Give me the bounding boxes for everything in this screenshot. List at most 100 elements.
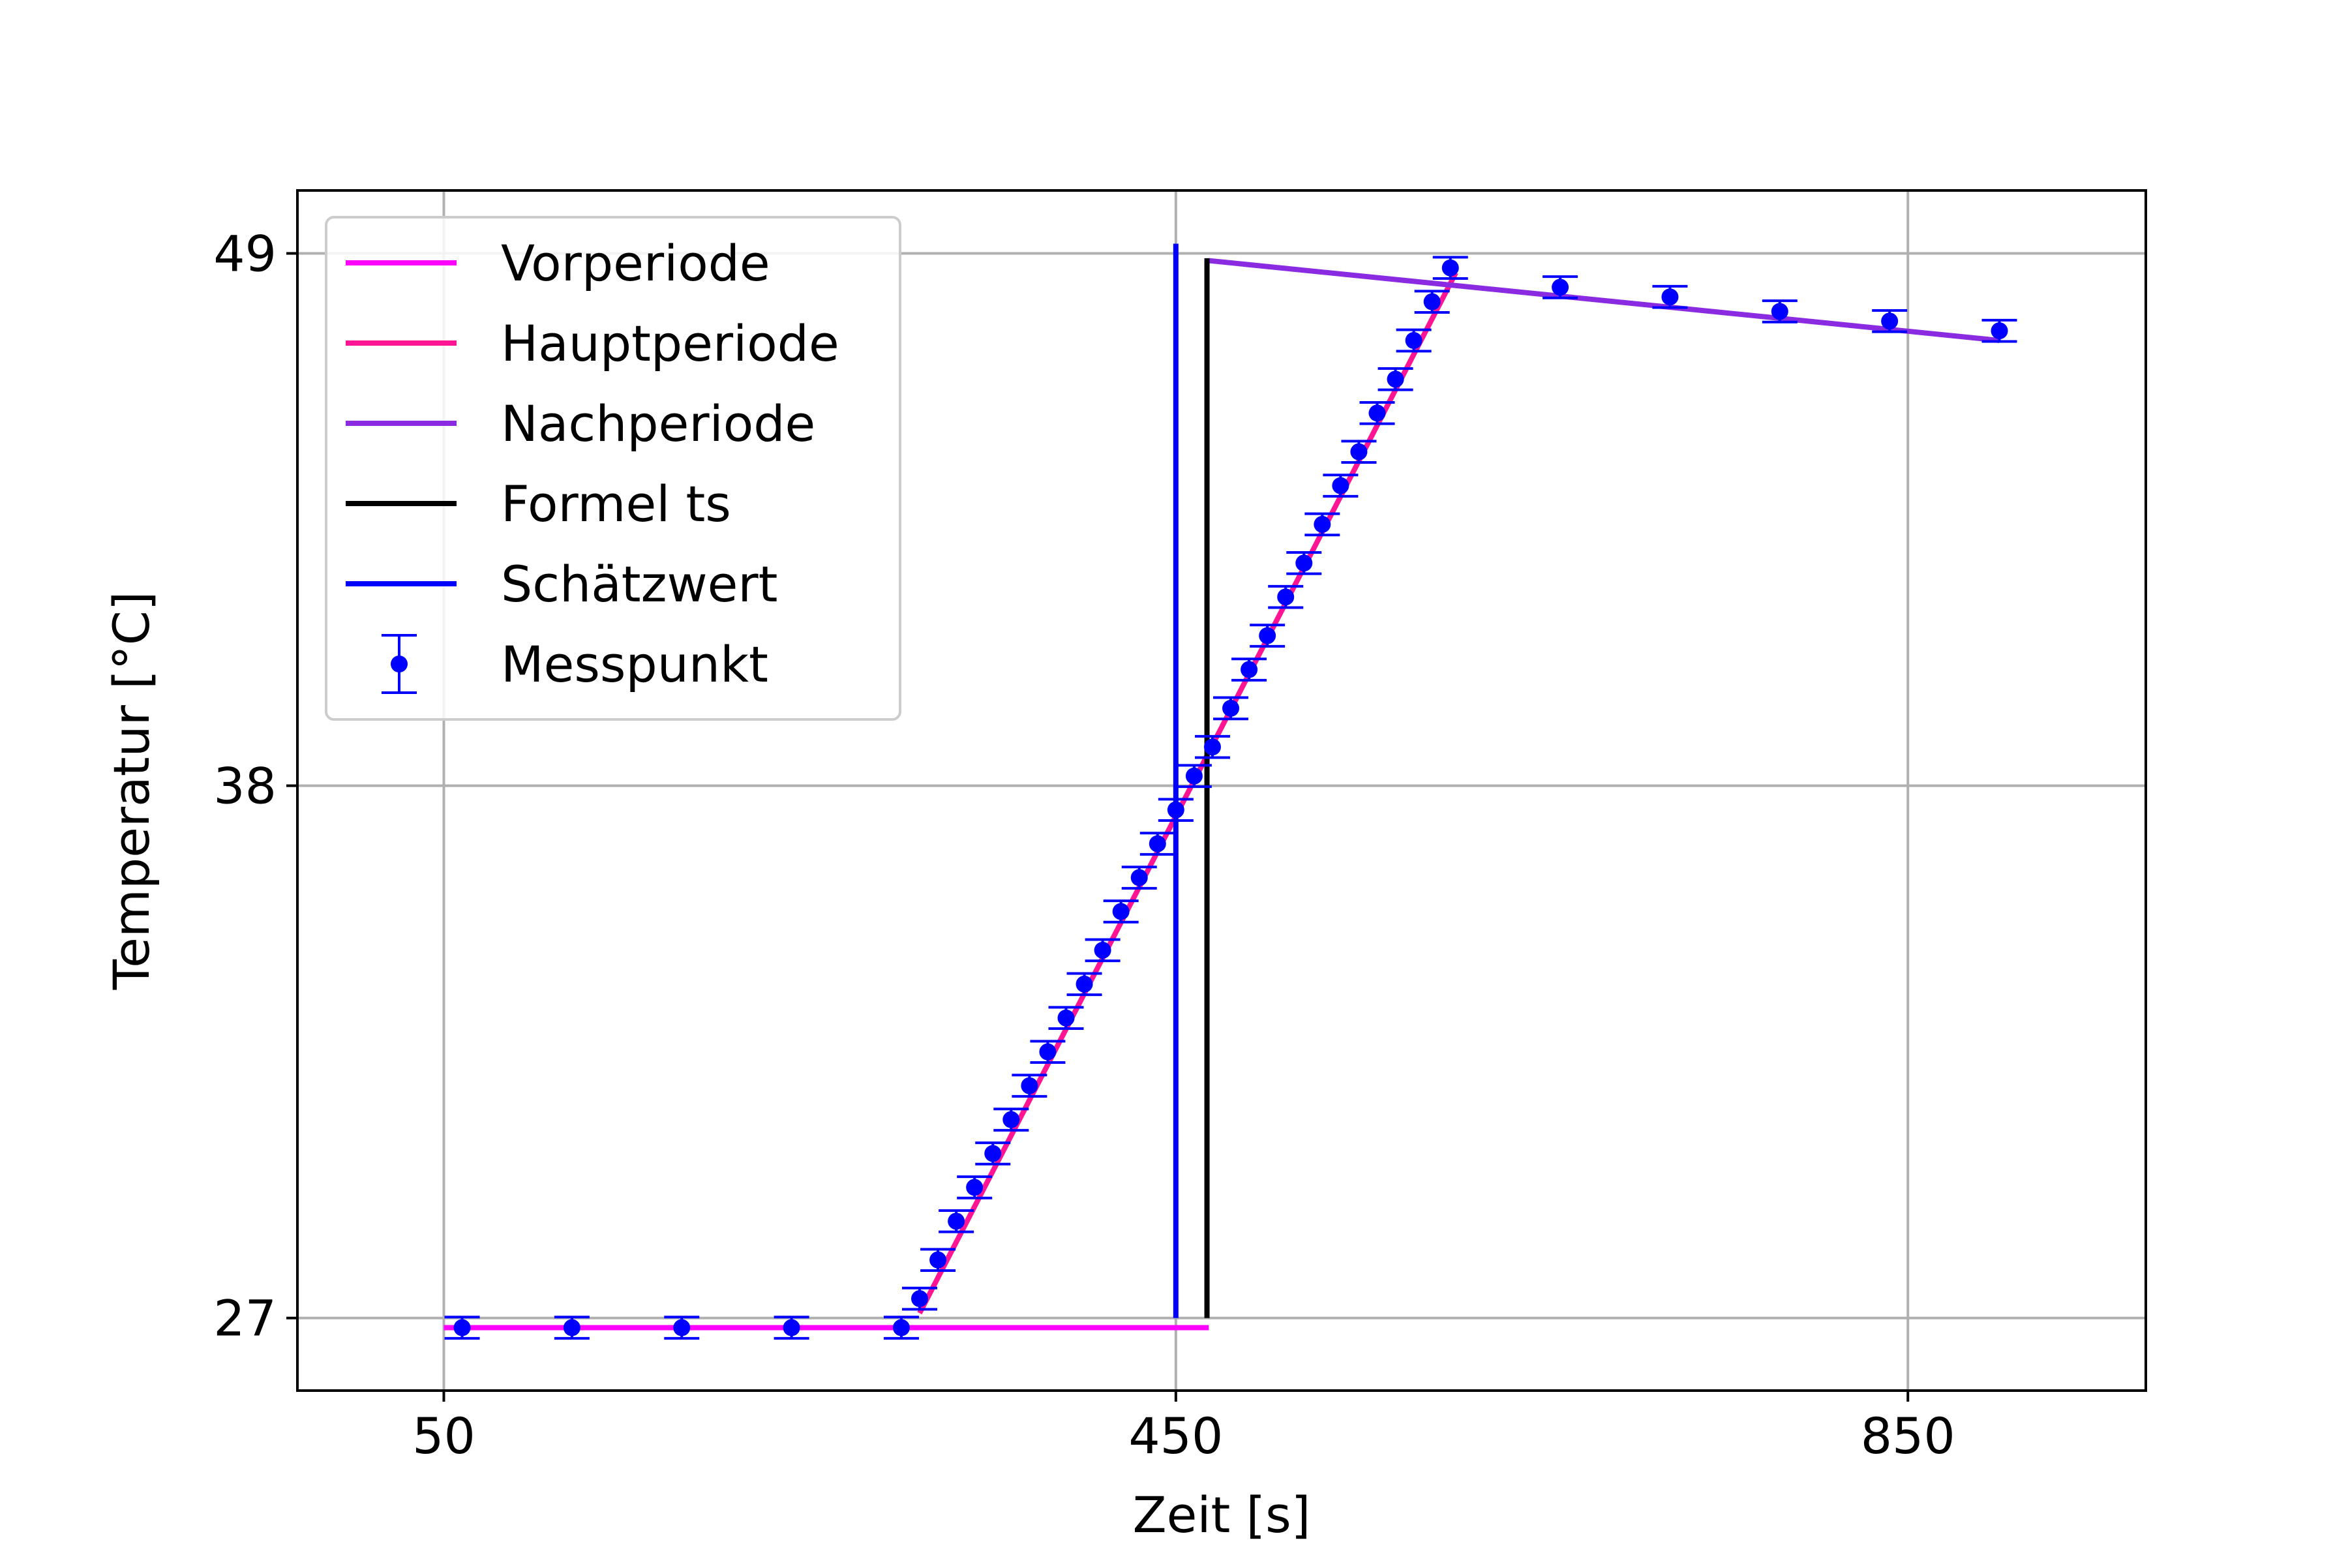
data-point bbox=[1872, 309, 1908, 333]
data-point bbox=[939, 1209, 974, 1233]
data-point bbox=[1377, 367, 1413, 391]
y-axis-label: Temperatur [°C] bbox=[102, 592, 160, 991]
x-axis-label: Zeit [s] bbox=[1133, 1486, 1311, 1544]
axes: 50 450 850 27 38 49 bbox=[213, 224, 1955, 1465]
data-point bbox=[774, 1316, 809, 1340]
data-marker bbox=[1167, 801, 1184, 819]
data-point bbox=[1543, 275, 1578, 299]
y-tick-label: 49 bbox=[213, 224, 277, 282]
x-tick-label: 850 bbox=[1861, 1407, 1955, 1465]
legend-item: Vorperiode bbox=[346, 234, 770, 292]
data-point bbox=[1652, 284, 1688, 309]
data-marker bbox=[1149, 835, 1166, 852]
data-point bbox=[1158, 798, 1194, 822]
data-marker bbox=[1423, 293, 1441, 310]
legend-item: Formel ts bbox=[346, 475, 731, 533]
data-marker bbox=[929, 1251, 947, 1269]
data-marker bbox=[1277, 588, 1295, 606]
data-point bbox=[1304, 512, 1340, 537]
data-point bbox=[554, 1316, 590, 1340]
data-marker bbox=[892, 1319, 910, 1336]
legend-label: Messpunkt bbox=[501, 635, 768, 693]
data-marker bbox=[1387, 370, 1404, 388]
y-tick-label: 27 bbox=[213, 1289, 277, 1348]
data-point bbox=[957, 1175, 993, 1199]
legend-item: Hauptperiode bbox=[346, 314, 839, 372]
data-point bbox=[1359, 400, 1395, 425]
legend-item: Nachperiode bbox=[346, 395, 815, 453]
data-marker bbox=[1021, 1077, 1038, 1094]
data-marker bbox=[911, 1290, 929, 1308]
x-tick-label: 50 bbox=[412, 1407, 475, 1465]
legend-label: Nachperiode bbox=[501, 395, 815, 453]
data-marker bbox=[1661, 288, 1679, 306]
data-marker bbox=[563, 1319, 580, 1336]
data-point bbox=[1286, 550, 1322, 575]
legend-label: Hauptperiode bbox=[501, 314, 839, 372]
y-tick-label: 38 bbox=[213, 757, 277, 815]
legend-label: Schätzwert bbox=[501, 555, 777, 613]
data-point bbox=[1981, 318, 2017, 343]
series-line-hauptperiode bbox=[917, 271, 1458, 1315]
data-point bbox=[1121, 866, 1157, 890]
data-marker bbox=[1241, 661, 1258, 678]
data-point bbox=[1030, 1040, 1066, 1064]
data-marker bbox=[1991, 322, 2008, 340]
data-point bbox=[1268, 584, 1304, 609]
data-marker bbox=[1441, 259, 1459, 277]
data-point bbox=[1085, 938, 1121, 963]
plot-frame bbox=[296, 189, 2147, 1392]
data-point bbox=[1066, 972, 1102, 997]
data-point bbox=[1139, 832, 1175, 856]
data-point bbox=[1250, 624, 1286, 648]
data-point bbox=[902, 1286, 938, 1311]
data-marker bbox=[966, 1179, 984, 1196]
data-point bbox=[1432, 256, 1468, 280]
data-marker bbox=[1881, 312, 1899, 330]
data-marker bbox=[1185, 767, 1203, 785]
data-marker bbox=[1332, 477, 1349, 494]
data-point bbox=[993, 1108, 1029, 1132]
data-marker bbox=[1771, 303, 1788, 320]
data-marker bbox=[1368, 404, 1386, 422]
data-point bbox=[1048, 1006, 1084, 1031]
data-point bbox=[1341, 440, 1377, 464]
data-point bbox=[1762, 299, 1798, 324]
data-point bbox=[1414, 290, 1450, 314]
data-marker bbox=[1057, 1009, 1075, 1027]
data-marker bbox=[1039, 1043, 1057, 1061]
data-point bbox=[444, 1316, 480, 1340]
data-marker bbox=[1203, 738, 1221, 756]
data-marker bbox=[1314, 515, 1331, 533]
plot-area bbox=[444, 243, 2017, 1340]
data-marker bbox=[1405, 332, 1422, 349]
data-point bbox=[1103, 899, 1139, 924]
data-marker bbox=[783, 1319, 800, 1336]
data-marker bbox=[1002, 1111, 1020, 1128]
data-point bbox=[1194, 734, 1230, 759]
legend: Vorperiode Hauptperiode Nachperiode Formel … bbox=[325, 216, 901, 721]
data-marker bbox=[1552, 279, 1569, 296]
data-marker bbox=[1350, 443, 1368, 460]
data-point bbox=[1213, 696, 1249, 721]
data-marker bbox=[1259, 627, 1276, 644]
data-marker bbox=[1112, 903, 1130, 920]
data-marker bbox=[1094, 941, 1111, 959]
data-marker bbox=[673, 1319, 691, 1336]
data-marker bbox=[1076, 975, 1093, 993]
data-point bbox=[664, 1316, 700, 1340]
data-point bbox=[975, 1141, 1011, 1166]
data-point bbox=[1323, 474, 1359, 498]
x-tick-label: 450 bbox=[1128, 1407, 1223, 1465]
data-point bbox=[1231, 657, 1267, 682]
data-point bbox=[1396, 328, 1432, 353]
data-marker bbox=[453, 1319, 471, 1336]
data-point bbox=[1176, 764, 1212, 789]
data-marker bbox=[948, 1213, 965, 1230]
data-marker bbox=[1222, 699, 1240, 717]
legend-box bbox=[325, 216, 901, 721]
series-line-nachperiode bbox=[1208, 258, 2000, 343]
legend-label: Vorperiode bbox=[501, 234, 770, 292]
